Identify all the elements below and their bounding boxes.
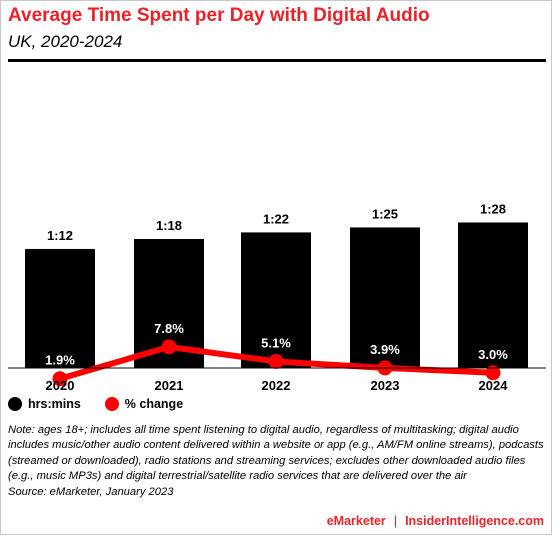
x-tick-label-2021: 2021 <box>155 378 184 393</box>
note-text: Note: ages 18+; includes all time spent … <box>8 424 544 483</box>
line-point-2021 <box>161 339 177 355</box>
bar-2024 <box>458 222 528 368</box>
x-tick-label-2024: 2024 <box>479 378 509 393</box>
title-divider <box>8 59 546 62</box>
bar-2020 <box>25 248 95 368</box>
source-text: Source: eMarketer, January 2023 <box>8 485 174 498</box>
line-label-2024: 3.0% <box>478 347 508 362</box>
bar-label-2020: 1:12 <box>47 228 73 243</box>
footer-brand: eMarketer <box>326 514 386 528</box>
line-label-2021: 7.8% <box>154 321 184 336</box>
line-label-2022: 5.1% <box>261 335 291 350</box>
legend-bar-swatch <box>8 397 22 411</box>
line-point-2022 <box>268 353 284 369</box>
combo-chart: 1:12 1:18 1:22 1:25 1:28 1.9% 7.8% 5.1% 3.9% 3.0%… <box>8 201 546 393</box>
chart-note: Note: ages 18+; includes all time spent … <box>8 423 546 500</box>
legend-bar-label: hrs:mins <box>28 397 81 411</box>
bar-2023 <box>350 227 420 368</box>
bar-label-2021: 1:18 <box>156 218 182 233</box>
line-label-2020: 1.9% <box>45 353 75 368</box>
x-tick-label-2020: 2020 <box>46 378 75 393</box>
bar-2022 <box>241 232 311 368</box>
line-label-2023: 3.9% <box>370 342 400 357</box>
bar-label-2023: 1:25 <box>372 206 398 221</box>
legend-item-bars: hrs:mins <box>8 397 81 411</box>
legend-line-swatch <box>104 397 119 411</box>
footer-site: InsiderIntelligence.com <box>405 514 544 528</box>
line-point-2020 <box>52 371 68 387</box>
chart-subtitle: UK, 2020-2024 <box>8 32 123 51</box>
chart-title: Average Time Spent per Day with Digital … <box>8 5 430 26</box>
bar-label-2022: 1:22 <box>263 211 289 226</box>
x-tick-label-2022: 2022 <box>262 378 291 393</box>
x-tick-label-2023: 2023 <box>371 378 400 393</box>
footer-separator: | <box>393 514 398 528</box>
legend-line-label: % change <box>124 397 184 411</box>
legend-item-line: % change <box>104 397 184 411</box>
line-point-2024 <box>485 365 501 381</box>
footer: eMarketer | InsiderIntelligence.com <box>327 514 544 528</box>
legend: hrs:mins % change <box>8 397 207 411</box>
bar-label-2024: 1:28 <box>480 201 506 216</box>
